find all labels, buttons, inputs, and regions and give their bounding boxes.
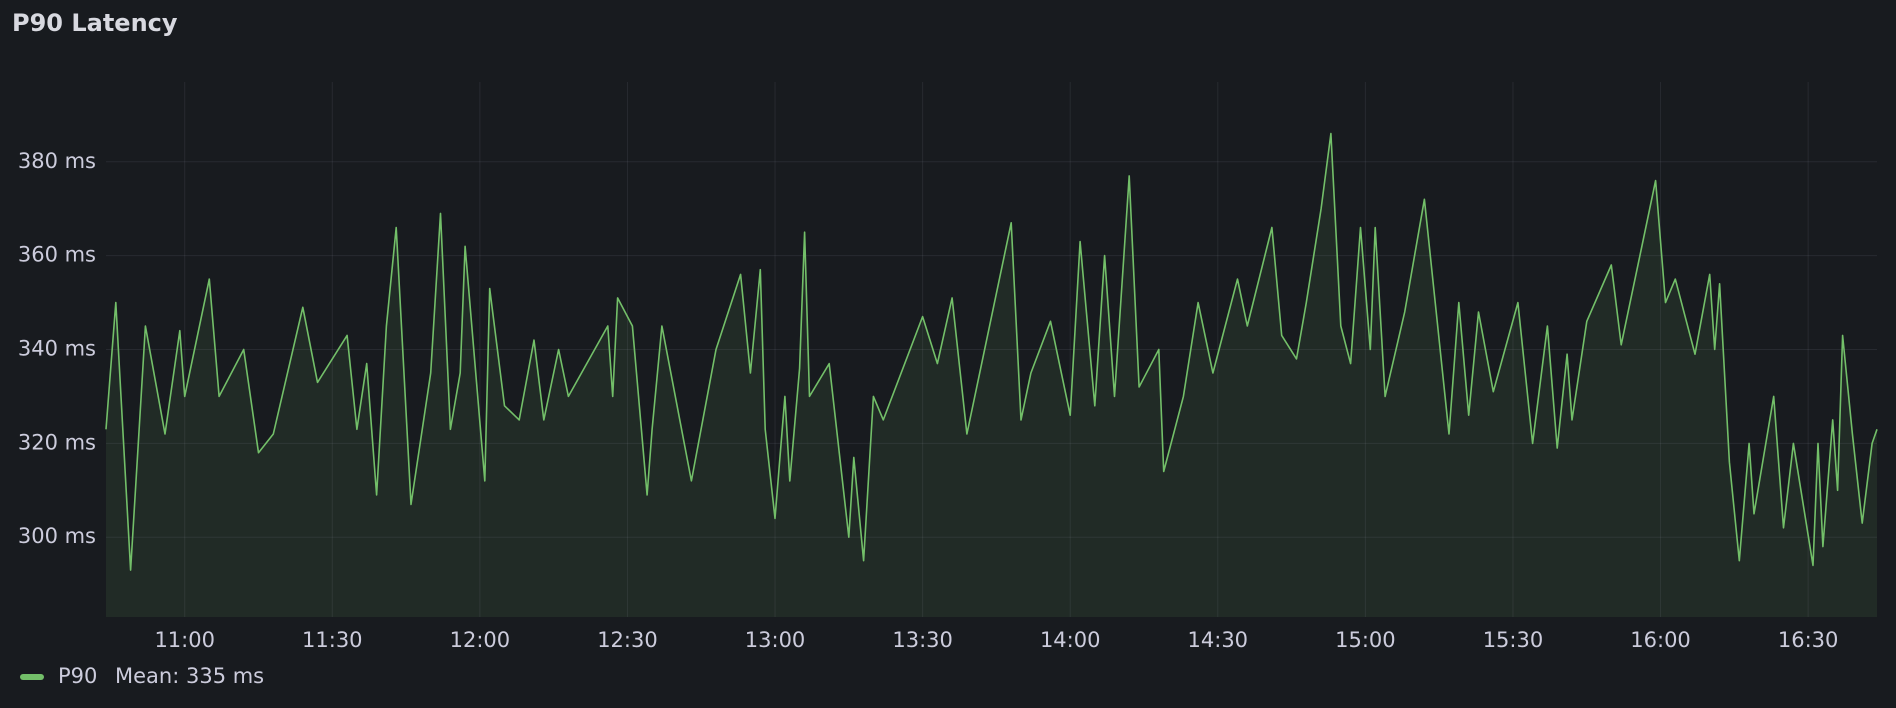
x-tick-label: 12:30 bbox=[597, 628, 658, 652]
panel-title: P90 Latency bbox=[12, 9, 178, 37]
legend-stat: Mean: 335 ms bbox=[115, 664, 264, 688]
legend-label: P90 bbox=[58, 664, 97, 688]
y-tick-label: 340 ms bbox=[18, 337, 96, 361]
x-tick-label: 15:30 bbox=[1483, 628, 1544, 652]
y-tick-label: 360 ms bbox=[18, 243, 96, 267]
y-tick-label: 380 ms bbox=[18, 149, 96, 173]
x-tick-label: 11:00 bbox=[154, 628, 215, 652]
x-tick-label: 15:00 bbox=[1335, 628, 1396, 652]
legend-swatch bbox=[20, 674, 44, 680]
x-tick-label: 11:30 bbox=[302, 628, 363, 652]
y-tick-label: 300 ms bbox=[18, 524, 96, 548]
x-tick-label: 12:00 bbox=[450, 628, 511, 652]
x-tick-label: 13:30 bbox=[892, 628, 953, 652]
y-tick-label: 320 ms bbox=[18, 430, 96, 454]
x-tick-label: 14:30 bbox=[1188, 628, 1249, 652]
x-tick-label: 16:00 bbox=[1630, 628, 1691, 652]
area-fill bbox=[106, 133, 1877, 617]
series-line bbox=[105, 132, 1878, 571]
x-tick-label: 16:30 bbox=[1778, 628, 1839, 652]
x-tick-label: 14:00 bbox=[1040, 628, 1101, 652]
x-tick-label: 13:00 bbox=[745, 628, 806, 652]
